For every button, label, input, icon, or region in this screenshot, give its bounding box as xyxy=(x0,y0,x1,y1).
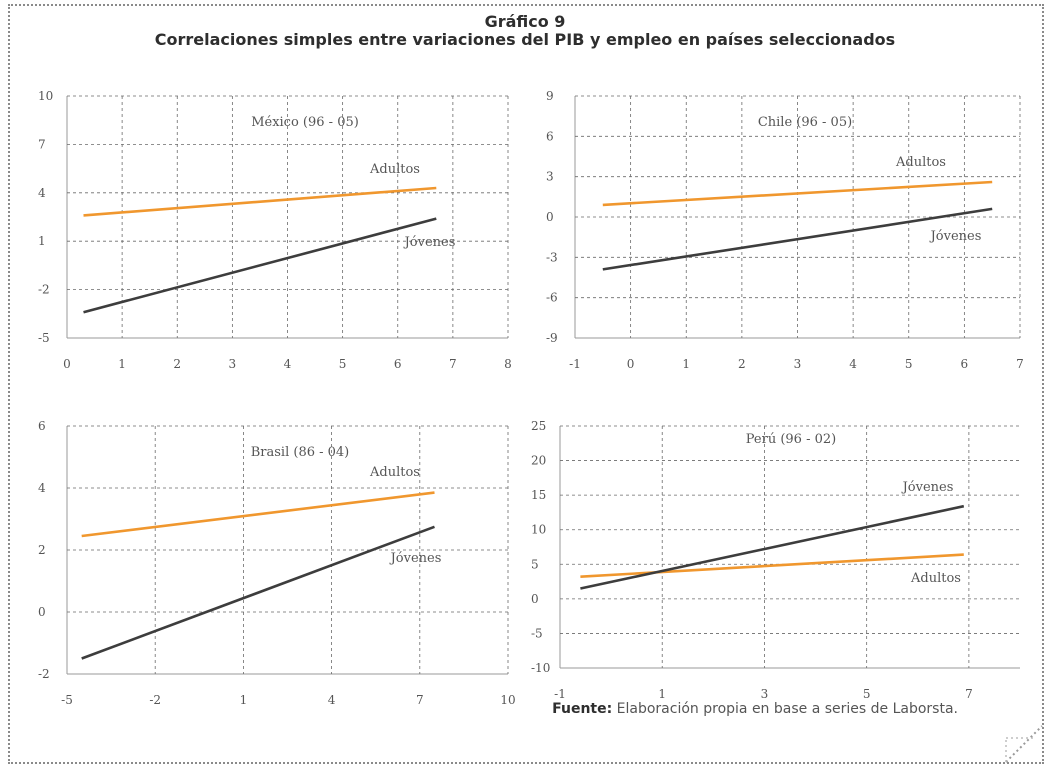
y-tick-label: 5 xyxy=(531,557,539,571)
x-tick-label: 1 xyxy=(682,357,690,371)
chart-title: Chile (96 - 05) xyxy=(758,115,852,130)
y-tick-label: 1 xyxy=(38,234,46,248)
y-tick-label: 15 xyxy=(531,488,546,502)
series-label: Jóvenes xyxy=(403,235,456,250)
x-tick-label: 5 xyxy=(905,357,913,371)
y-tick-label: 4 xyxy=(38,186,46,200)
chart-0: 0 1 2 3 4 5 6 7 8 -5 -2 1 4 7 10 México (96 - 05) Adulto… xyxy=(38,89,512,371)
source-text: Elaboración propia en base a series de L… xyxy=(616,701,958,717)
x-tick-label: 4 xyxy=(849,357,857,371)
series-line-adultos xyxy=(602,180,993,207)
x-tick-label: 5 xyxy=(339,357,347,371)
y-tick-label: -5 xyxy=(531,626,543,640)
x-tick-label: 7 xyxy=(965,687,973,701)
x-tick-label: 1 xyxy=(658,687,666,701)
y-tick-label: -5 xyxy=(38,331,50,345)
x-tick-label: 1 xyxy=(118,357,126,371)
series-line-adultos xyxy=(83,186,437,217)
y-tick-label: -9 xyxy=(546,331,558,345)
series-line-adultos xyxy=(580,553,964,578)
y-tick-label: 0 xyxy=(546,210,554,224)
x-tick-label: 2 xyxy=(738,357,746,371)
x-tick-label: 3 xyxy=(794,357,802,371)
y-tick-label: -2 xyxy=(38,283,50,297)
x-tick-label: 6 xyxy=(394,357,402,371)
x-tick-label: 10 xyxy=(500,693,515,707)
series-line-jovenes xyxy=(83,217,437,314)
x-tick-label: -5 xyxy=(61,693,73,707)
y-tick-label: 10 xyxy=(38,89,53,103)
x-tick-label: 4 xyxy=(284,357,292,371)
x-tick-label: 7 xyxy=(1016,357,1024,371)
chart-title: Perú (96 - 02) xyxy=(746,432,836,447)
y-tick-label: 4 xyxy=(38,481,46,495)
series-line-jovenes xyxy=(81,525,435,660)
y-tick-label: 25 xyxy=(531,419,546,433)
source-label: Fuente: xyxy=(552,701,613,717)
x-tick-label: 3 xyxy=(229,357,237,371)
x-tick-label: 6 xyxy=(961,357,969,371)
y-tick-label: 6 xyxy=(38,419,46,433)
x-tick-label: 0 xyxy=(627,357,635,371)
chart-title: México (96 - 05) xyxy=(251,115,359,130)
series-label: Jóvenes xyxy=(929,229,982,244)
series-label: Jóvenes xyxy=(901,480,954,495)
y-tick-label: 20 xyxy=(531,454,546,468)
y-tick-label: 7 xyxy=(38,137,46,151)
x-tick-label: 3 xyxy=(761,687,769,701)
chart-3: -1 1 3 5 7 -10 -5 0 5 10 15 20 25 Perú (96 - 02) Adult… xyxy=(531,419,1020,701)
x-tick-label: 7 xyxy=(449,357,457,371)
chart-1: -1 0 1 2 3 4 5 6 7 -9 -6 -3 0 3 6 9 Chile (96 - 05) Adult… xyxy=(546,89,1024,371)
y-tick-label: -10 xyxy=(531,661,550,675)
x-tick-label: 5 xyxy=(863,687,871,701)
source-note: Fuente: Elaboración propia en base a ser… xyxy=(552,701,958,717)
x-tick-label: -1 xyxy=(554,687,566,701)
y-tick-label: 10 xyxy=(531,523,546,537)
y-tick-label: -2 xyxy=(38,667,50,681)
x-tick-label: 8 xyxy=(504,357,512,371)
x-tick-label: 4 xyxy=(328,693,336,707)
x-tick-label: 7 xyxy=(416,693,424,707)
figure-subtitle: Correlaciones simples entre variaciones … xyxy=(154,30,896,49)
series-line-adultos xyxy=(81,491,435,538)
series-label: Adultos xyxy=(369,162,420,177)
x-tick-label: -2 xyxy=(149,693,161,707)
series-line-jovenes xyxy=(580,504,965,590)
y-tick-label: 2 xyxy=(38,543,46,557)
figure-title: Gráfico 9 xyxy=(484,12,566,31)
y-tick-label: 0 xyxy=(38,605,46,619)
x-tick-label: 0 xyxy=(63,357,71,371)
series-label: Adultos xyxy=(369,465,420,480)
y-tick-label: 6 xyxy=(546,129,554,143)
y-tick-label: -3 xyxy=(546,250,558,264)
series-label: Jóvenes xyxy=(389,551,442,566)
y-tick-label: 9 xyxy=(546,89,554,103)
series-label: Adultos xyxy=(910,571,961,586)
x-tick-label: 1 xyxy=(240,693,248,707)
x-tick-label: 2 xyxy=(173,357,181,371)
y-tick-label: 3 xyxy=(546,170,554,184)
chart-2: -5 -2 1 4 7 10 -2 0 2 4 6 Brasil (86 - 04) Adultos Jó… xyxy=(38,419,516,707)
y-tick-label: 0 xyxy=(531,592,539,606)
series-label: Adultos xyxy=(895,155,946,170)
series-line-jovenes xyxy=(602,207,993,271)
chart-title: Brasil (86 - 04) xyxy=(251,445,350,460)
y-tick-label: -6 xyxy=(546,291,558,305)
x-tick-label: -1 xyxy=(569,357,581,371)
figure-frame xyxy=(8,4,1044,764)
page-fold-icon xyxy=(1005,725,1043,763)
